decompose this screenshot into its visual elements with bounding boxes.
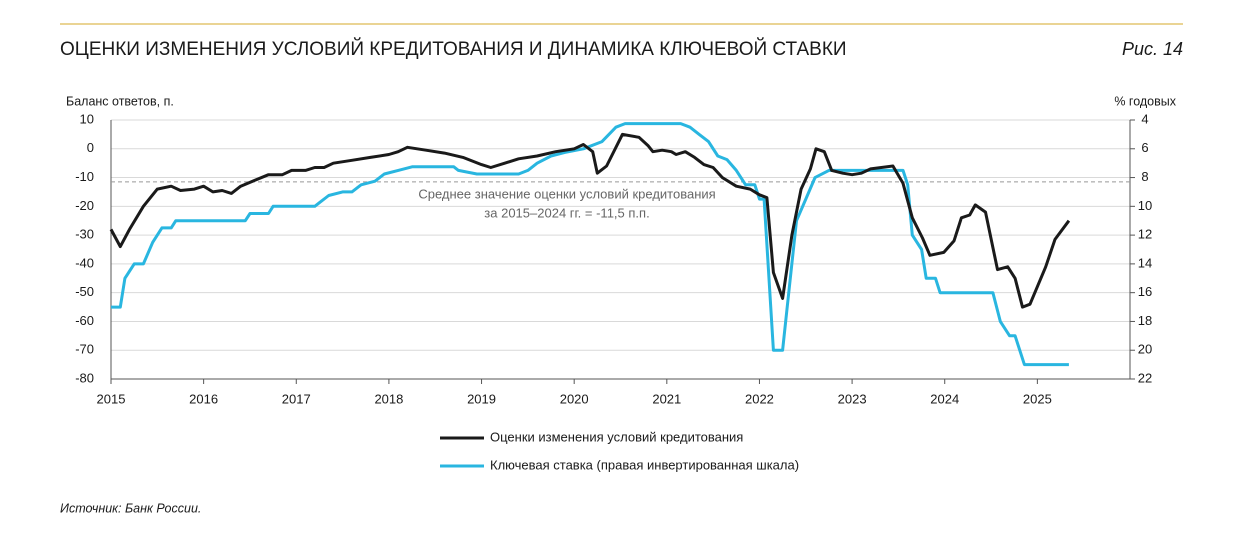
y-tick-label: -70 bbox=[75, 342, 94, 357]
y2-tick-label: 18 bbox=[1138, 313, 1152, 328]
y-tick-label: -30 bbox=[75, 227, 94, 242]
y-tick-label: -10 bbox=[75, 169, 94, 184]
y2-tick-label: 12 bbox=[1138, 227, 1152, 242]
x-tick-label: 2022 bbox=[745, 391, 774, 406]
y2-tick-label: 16 bbox=[1138, 284, 1152, 299]
x-tick-label: 2021 bbox=[652, 391, 681, 406]
reference-label: за 2015–2024 гг. = -11,5 п.п. bbox=[484, 205, 649, 220]
y2-tick-label: 4 bbox=[1141, 111, 1148, 126]
legend-label: Оценки изменения условий кредитования bbox=[490, 429, 743, 444]
x-tick-label: 2025 bbox=[1023, 391, 1052, 406]
y-axis-label: Баланс ответов, п. bbox=[66, 94, 174, 108]
series-line bbox=[109, 132, 1071, 309]
y2-tick-label: 10 bbox=[1138, 198, 1152, 213]
y-tick-label: -60 bbox=[75, 313, 94, 328]
y-tick-label: -80 bbox=[75, 370, 94, 385]
y2-tick-label: 6 bbox=[1141, 140, 1148, 155]
x-tick-label: 2016 bbox=[189, 391, 218, 406]
x-tick-label: 2020 bbox=[560, 391, 589, 406]
y-tick-label: 10 bbox=[80, 111, 94, 126]
x-tick-label: 2017 bbox=[282, 391, 311, 406]
x-tick-label: 2024 bbox=[930, 391, 959, 406]
x-tick-label: 2019 bbox=[467, 391, 496, 406]
y-tick-label: 0 bbox=[87, 140, 94, 155]
series-line bbox=[111, 122, 1069, 367]
y-tick-label: -50 bbox=[75, 284, 94, 299]
x-tick-label: 2023 bbox=[838, 391, 867, 406]
y2-tick-label: 14 bbox=[1138, 255, 1152, 270]
x-tick-label: 2015 bbox=[97, 391, 126, 406]
reference-label: Среднее значение оценки условий кредитов… bbox=[418, 186, 715, 201]
chart-title: ОЦЕНКИ ИЗМЕНЕНИЯ УСЛОВИЙ КРЕДИТОВАНИЯ И … bbox=[60, 38, 847, 60]
y-tick-label: -20 bbox=[75, 198, 94, 213]
x-tick-label: 2018 bbox=[374, 391, 403, 406]
y2-tick-label: 8 bbox=[1141, 169, 1148, 184]
source: Источник: Банк России. bbox=[60, 501, 201, 515]
legend-label: Ключевая ставка (правая инвертированная … bbox=[490, 457, 799, 472]
y2-axis-label: % годовых bbox=[1114, 94, 1176, 108]
y2-tick-label: 20 bbox=[1138, 342, 1152, 357]
y-tick-label: -40 bbox=[75, 255, 94, 270]
y2-tick-label: 22 bbox=[1138, 370, 1152, 385]
figure-label: Рис. 14 bbox=[1122, 39, 1183, 59]
